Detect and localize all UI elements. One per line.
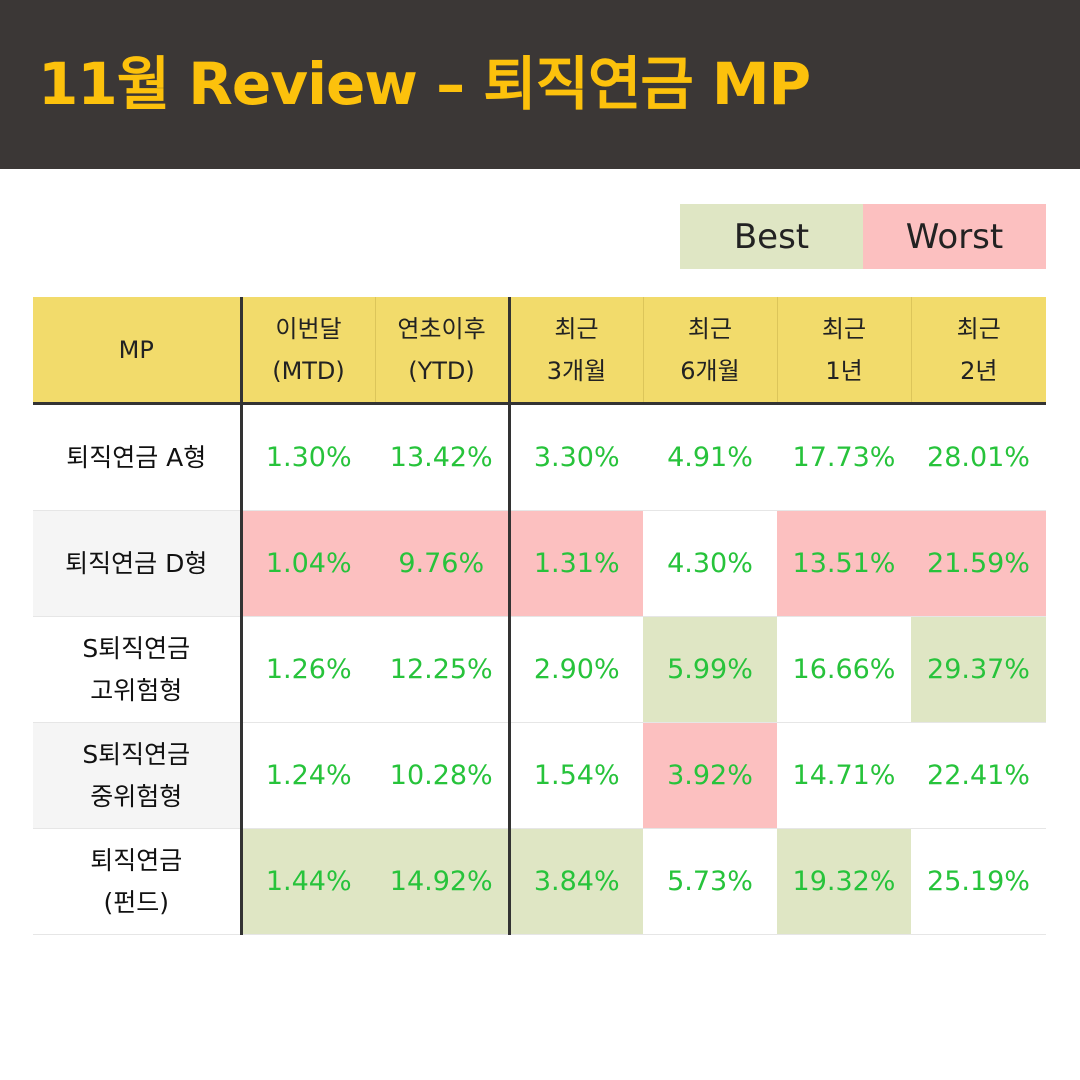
header-line: 최근 [821,314,867,343]
value-cell: 4.91% [643,403,777,511]
header-line: 1년 [825,356,863,385]
value-cell: 12.25% [375,616,509,723]
value-cell: 1.44% [239,828,375,935]
value-cell: 16.66% [777,616,911,723]
value-cell: 13.42% [375,403,509,511]
legend-best: Best [680,204,863,269]
value-cell: 10.28% [375,722,509,829]
value-cell: 3.92% [643,722,777,829]
value-cell: 28.01% [911,403,1046,511]
column-header-mp: MP [33,297,241,405]
row-label-line: S퇴직연금 [82,739,191,769]
header-line: 3개월 [546,356,607,385]
table-row: S퇴직연금 고위험형 1.26% 12.25% 2.90% 5.99% 16.66% 29.3… [33,616,1046,723]
value-cell: 21.59% [911,510,1046,617]
header-line: 최근 [554,314,599,343]
value-cell: 19.32% [777,828,911,935]
column-header-6m: 최근 6개월 [642,297,777,405]
value-cell: 14.71% [777,722,911,829]
table-row: 퇴직연금 A형 1.30% 13.42% 3.30% 4.91% 17.73% 28.01% [33,403,1046,511]
row-label-line: 퇴직연금 A형 [66,442,207,472]
header-line: 최근 [687,314,733,343]
value-cell: 9.76% [375,510,509,617]
value-cell: 1.24% [239,722,375,829]
column-header-2y: 최근 2년 [910,297,1046,405]
column-header-mtd: 이번달 (MTD) [239,297,375,405]
header-line: (YTD) [408,356,475,385]
column-header-3m: 최근 3개월 [507,297,643,405]
value-cell: 25.19% [911,828,1046,935]
row-label-line: 퇴직연금 D형 [65,548,208,578]
header-line: (MTD) [272,356,345,385]
row-label: 퇴직연금 (펀드) [33,828,241,935]
value-cell: 17.73% [777,403,911,511]
column-header-ytd: 연초이후 (YTD) [374,297,509,405]
header-line: 이번달 [275,314,342,343]
row-label-line: (펀드) [103,887,169,917]
row-label-line: 고위험형 [90,675,183,705]
header-line: 6개월 [680,356,740,385]
header-row: MP 이번달 (MTD) 연초이후 (YTD) 최근 3개월 최근 6개월 최근 1년 최… [33,297,1046,405]
header-line: MP [118,335,154,364]
table-row: 퇴직연금 (펀드) 1.44% 14.92% 3.84% 5.73% 19.32% 25.19… [33,828,1046,935]
page-title: 11월 Review – 퇴직연금 MP [38,50,811,118]
legend-worst: Worst [863,204,1046,269]
row-label: 퇴직연금 D형 [33,510,241,617]
value-cell: 3.30% [507,403,643,511]
performance-table: MP 이번달 (MTD) 연초이후 (YTD) 최근 3개월 최근 6개월 최근 1년 최… [33,297,1046,935]
title-banner: 11월 Review – 퇴직연금 MP [0,0,1080,169]
value-cell: 5.73% [643,828,777,935]
header-line: 2년 [960,356,998,385]
value-cell: 2.90% [507,616,643,723]
value-cell: 22.41% [911,722,1046,829]
value-cell: 14.92% [375,828,509,935]
value-cell: 1.54% [507,722,643,829]
value-cell: 1.31% [507,510,643,617]
value-cell: 13.51% [777,510,911,617]
table-row: S퇴직연금 중위험형 1.24% 10.28% 1.54% 3.92% 14.71% 22.4… [33,722,1046,829]
table-row: 퇴직연금 D형 1.04% 9.76% 1.31% 4.30% 13.51% 21.59% [33,510,1046,617]
row-label: 퇴직연금 A형 [33,403,241,511]
value-cell: 5.99% [643,616,777,723]
header-line: 최근 [956,314,1001,343]
header-line: 연초이후 [397,314,486,343]
row-label-line: S퇴직연금 [82,633,191,663]
value-cell: 1.30% [239,403,375,511]
row-label-line: 퇴직연금 [90,845,183,875]
column-header-1y: 최근 1년 [776,297,911,405]
value-cell: 1.26% [239,616,375,723]
value-cell: 3.84% [507,828,643,935]
row-label-line: 중위험형 [90,781,183,811]
value-cell: 4.30% [643,510,777,617]
value-cell: 29.37% [911,616,1046,723]
value-cell: 1.04% [239,510,375,617]
